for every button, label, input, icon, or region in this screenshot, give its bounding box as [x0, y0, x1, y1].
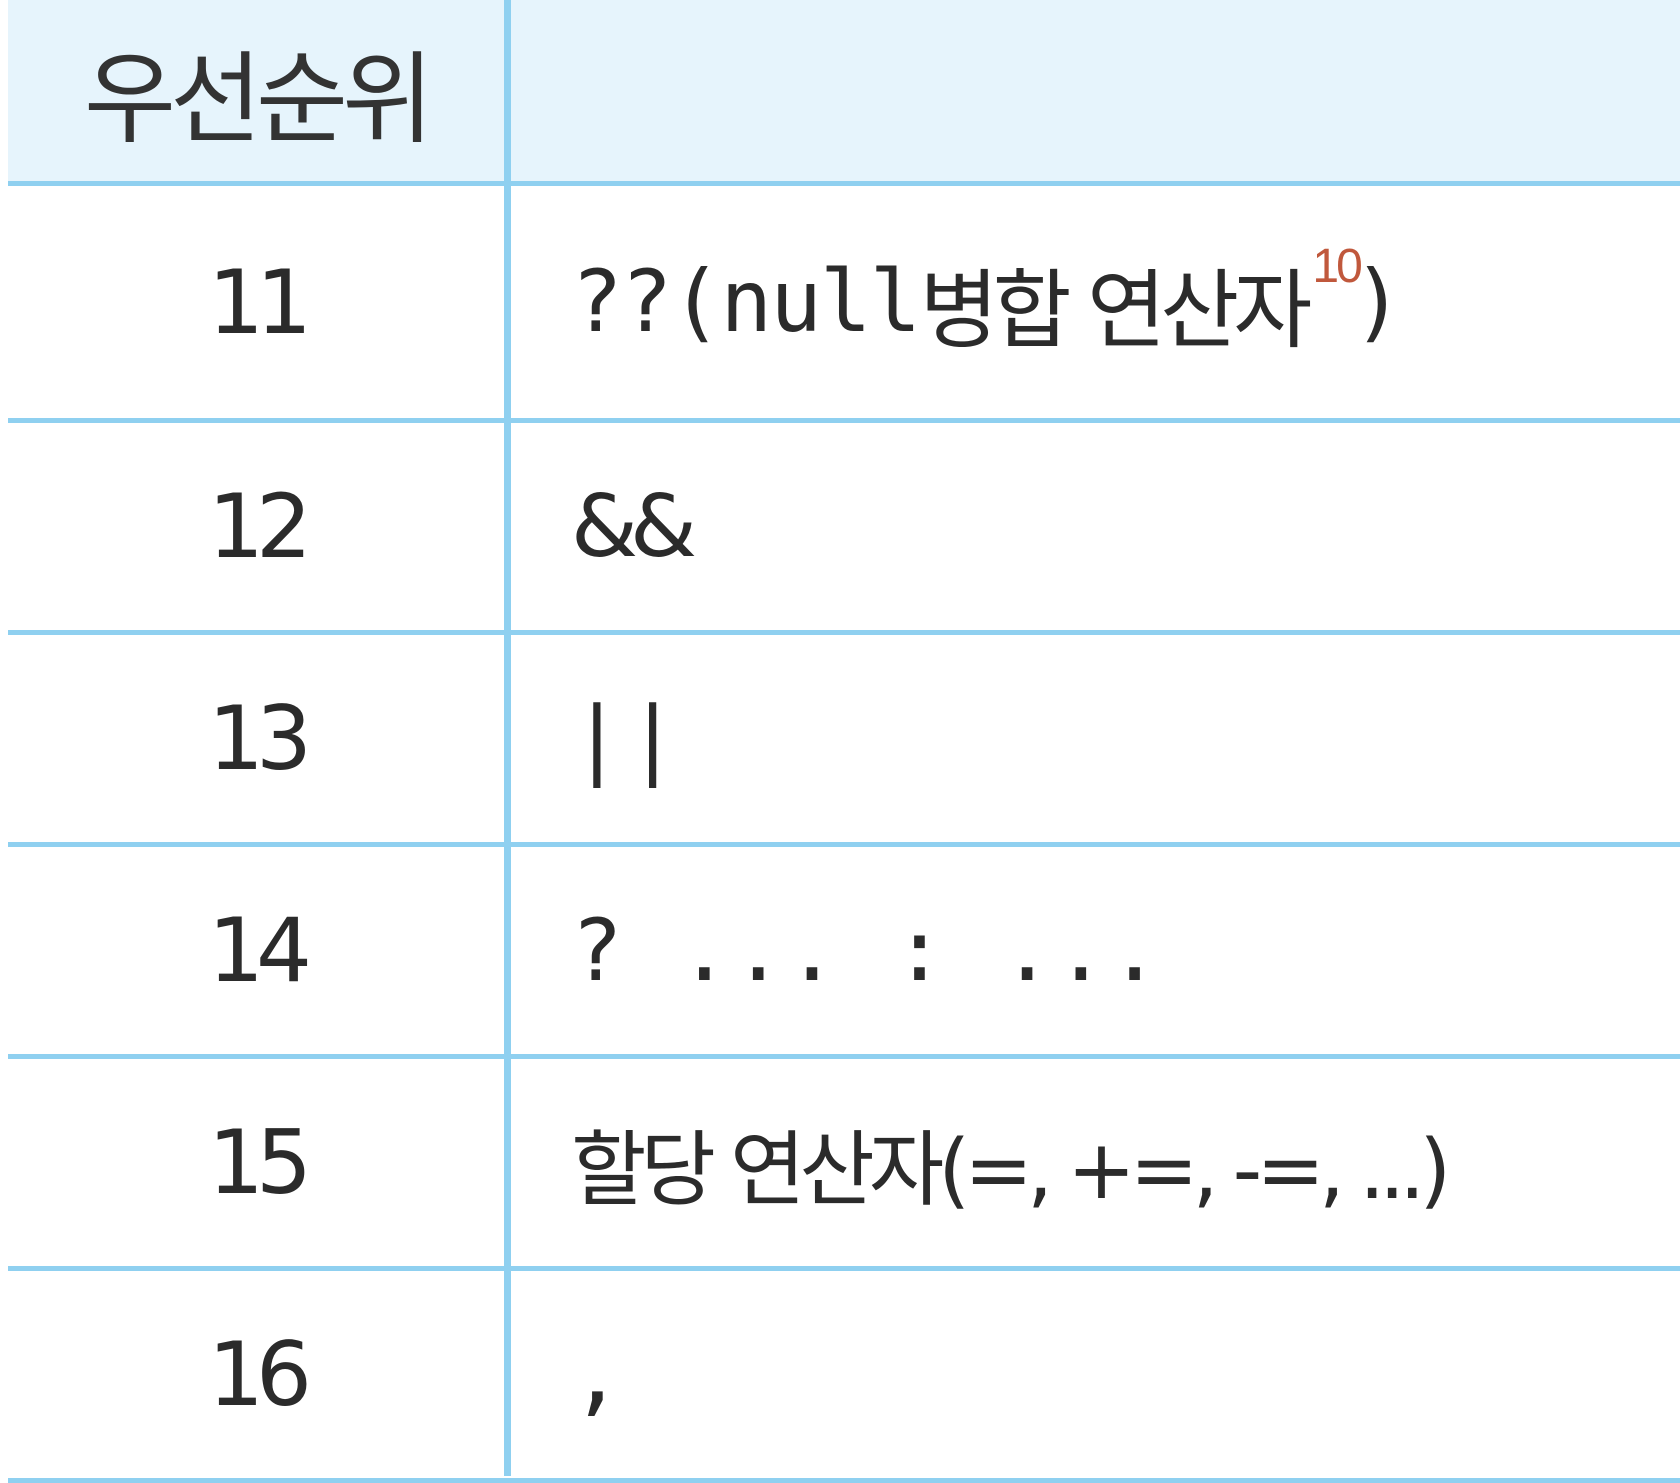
operator-cell: ? ... : ...: [571, 847, 1680, 1054]
table-row: 14 ? ... : ...: [8, 847, 1680, 1059]
operator-precedence-table: 우선순위 11 ??(null 병합 연산자 10 ) 12 && 13 || …: [8, 0, 1680, 1483]
priority-cell: 13: [208, 687, 312, 790]
column-divider: [504, 0, 511, 1476]
operator-cell: ||: [571, 635, 1680, 842]
operator-code: ? ... : ...: [571, 900, 1163, 1001]
operator-close: ): [1359, 252, 1394, 352]
priority-cell: 14: [208, 899, 312, 1002]
operator-text: 할당 연산자(=, +=, -=, ...): [571, 1123, 1451, 1218]
table-row: 16 ,: [8, 1271, 1680, 1483]
operator-code: ||: [571, 688, 683, 789]
operator-code: ,: [571, 1324, 623, 1425]
table-row: 11 ??(null 병합 연산자 10 ): [8, 186, 1680, 423]
priority-cell: 15: [208, 1111, 312, 1214]
table-header: 우선순위: [8, 0, 1680, 186]
operator-code: &&: [571, 476, 697, 577]
table-row: 13 ||: [8, 635, 1680, 847]
operator-code: ??(null: [571, 252, 921, 352]
operator-cell: 할당 연산자(=, +=, -=, ...): [571, 1059, 1680, 1266]
header-priority: 우선순위: [84, 41, 434, 158]
table-row: 12 &&: [8, 423, 1680, 635]
operator-cell: ??(null 병합 연산자 10 ): [571, 186, 1680, 418]
operator-cell: ,: [571, 1271, 1680, 1478]
priority-cell: 11: [208, 250, 312, 354]
priority-cell: 16: [208, 1323, 312, 1426]
footnote-marker: 10: [1312, 239, 1362, 293]
operator-text: 병합 연산자: [919, 260, 1312, 361]
table-row: 15 할당 연산자(=, +=, -=, ...): [8, 1059, 1680, 1271]
operator-cell: &&: [571, 423, 1680, 630]
priority-cell: 12: [208, 475, 312, 578]
